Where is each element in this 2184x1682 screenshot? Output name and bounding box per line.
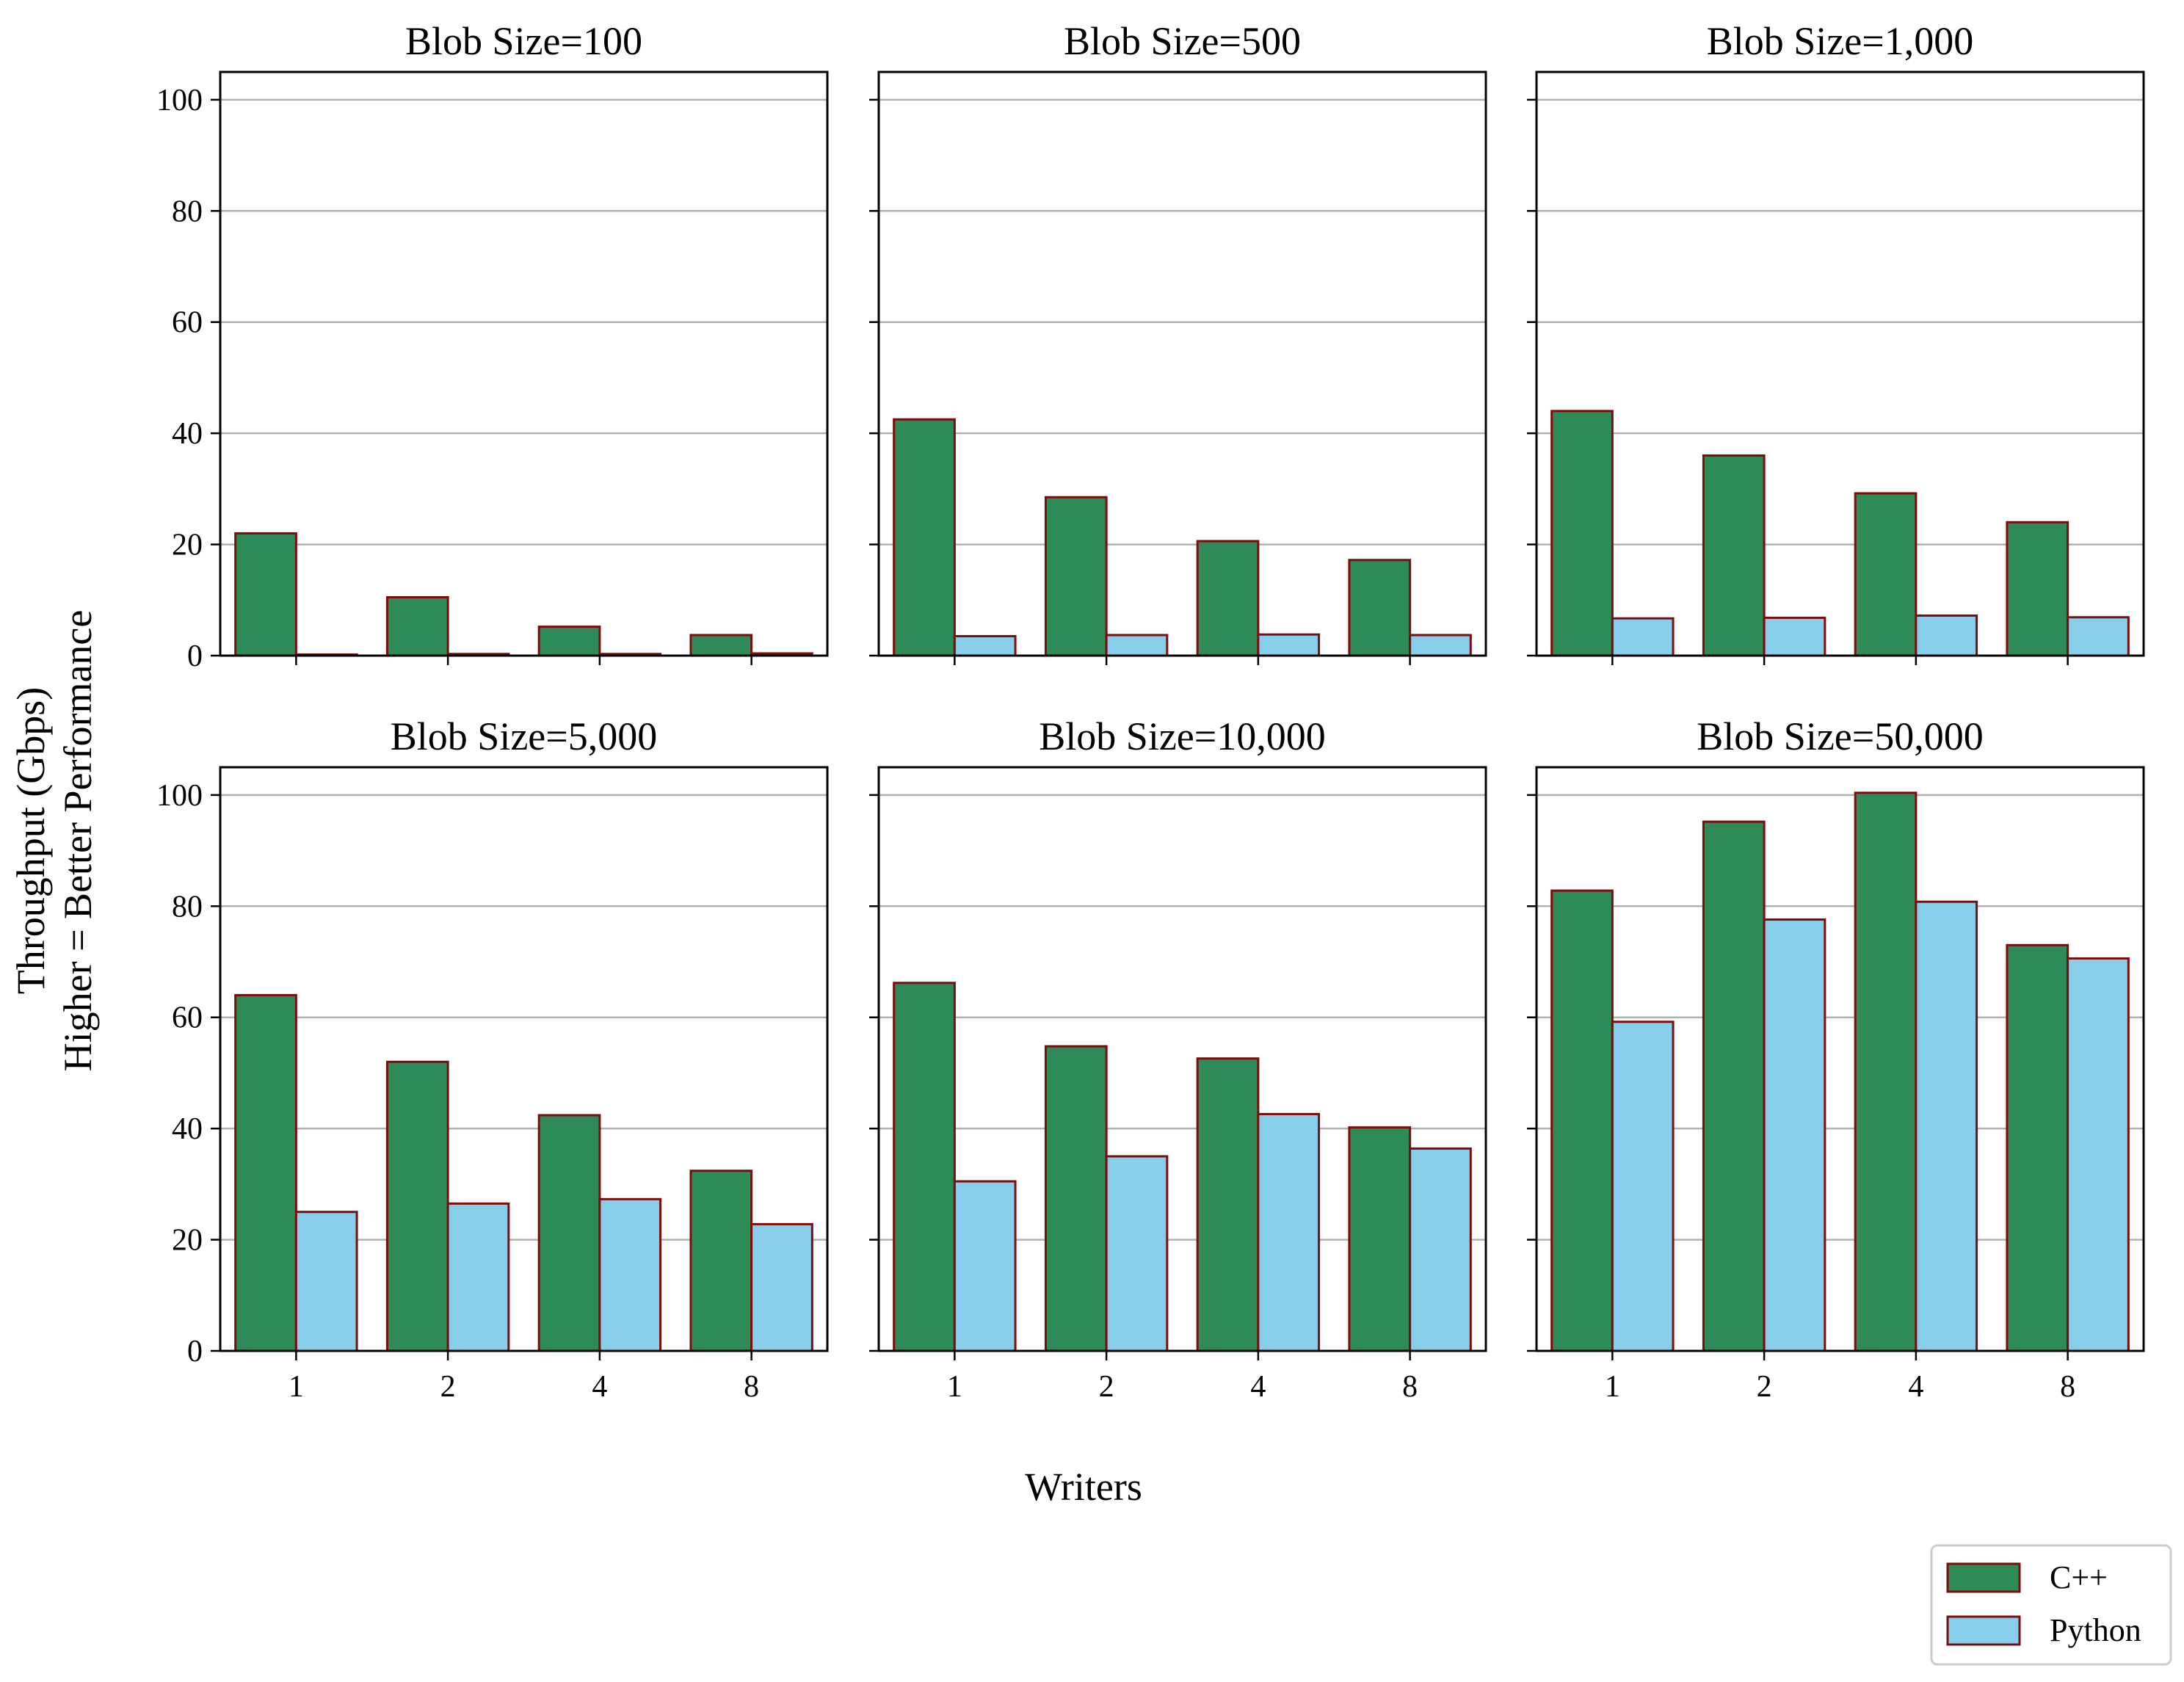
bar-cpp-2 bbox=[385, 1060, 449, 1352]
x-tick-label: 1 bbox=[947, 1370, 962, 1404]
bar-cpp-1 bbox=[1550, 889, 1614, 1352]
x-tick-label: 4 bbox=[1250, 1370, 1266, 1404]
panel-frame bbox=[877, 70, 1487, 657]
bar-cpp-4 bbox=[537, 626, 601, 657]
panel-title: Blob Size=100 bbox=[405, 19, 642, 63]
bar-python-1 bbox=[294, 1211, 358, 1352]
bar-cpp-4 bbox=[1196, 540, 1260, 657]
y-tick-label: 60 bbox=[172, 1001, 203, 1035]
y-tick-label: 100 bbox=[156, 779, 203, 813]
x-tick-label: 1 bbox=[1605, 1370, 1620, 1404]
bar-cpp-8 bbox=[2006, 943, 2069, 1352]
bar-cpp-2 bbox=[1044, 1045, 1108, 1352]
bar-cpp-8 bbox=[1348, 559, 1412, 657]
x-tick-label: 8 bbox=[1402, 1370, 1418, 1404]
y-tick-label: 20 bbox=[172, 1224, 203, 1258]
y-tick-label: 60 bbox=[172, 306, 203, 340]
panel-frame bbox=[877, 766, 1487, 1352]
panel-4: Blob Size=5,000 0 20 40 60 80 100 1 2 4 8 bbox=[156, 714, 829, 1404]
panel-frame bbox=[219, 766, 829, 1352]
bar-python-8 bbox=[1409, 634, 1472, 657]
panel-title: Blob Size=5,000 bbox=[391, 714, 657, 758]
bar-python-2 bbox=[1763, 617, 1826, 657]
bar-cpp-2 bbox=[385, 596, 449, 657]
bar-python-1 bbox=[953, 1180, 1017, 1352]
x-tick-label: 8 bbox=[2060, 1370, 2075, 1404]
panel-frame bbox=[219, 70, 829, 657]
bar-cpp-8 bbox=[689, 1170, 753, 1352]
panel-title: Blob Size=10,000 bbox=[1039, 714, 1325, 758]
bar-cpp-2 bbox=[1702, 820, 1766, 1352]
x-tick-label: 4 bbox=[592, 1370, 607, 1404]
bar-python-2 bbox=[446, 1202, 510, 1352]
legend-swatch-python bbox=[1946, 1615, 2021, 1646]
bar-python-8 bbox=[750, 1222, 813, 1352]
panel-title: Blob Size=1,000 bbox=[1707, 19, 1973, 63]
bar-cpp-8 bbox=[1348, 1126, 1412, 1352]
x-tick-label: 2 bbox=[1757, 1370, 1772, 1404]
x-tick-label: 1 bbox=[289, 1370, 304, 1404]
y-tick-label: 20 bbox=[172, 529, 203, 562]
bar-python-4 bbox=[1915, 900, 1978, 1352]
bar-cpp-4 bbox=[537, 1114, 601, 1352]
y-tick-label: 80 bbox=[172, 890, 203, 924]
bar-python-4 bbox=[1257, 633, 1321, 657]
bar-cpp-8 bbox=[2006, 521, 2069, 657]
x-tick-label: 2 bbox=[440, 1370, 456, 1404]
y-tick-label: 40 bbox=[172, 417, 203, 451]
bar-cpp-1 bbox=[234, 993, 297, 1352]
bar-cpp-4 bbox=[1854, 791, 1918, 1352]
panel-5: Blob Size=10,000 1 2 4 8 bbox=[869, 714, 1487, 1404]
x-tick-label: 4 bbox=[1908, 1370, 1923, 1404]
x-tick-label: 2 bbox=[1099, 1370, 1114, 1404]
panel-3: Blob Size=1,000 bbox=[1527, 19, 2145, 665]
bar-python-1 bbox=[953, 635, 1017, 657]
bar-python-4 bbox=[1915, 614, 1978, 657]
x-axis-label: Writers bbox=[1025, 1465, 1142, 1509]
y-tick-label: 0 bbox=[187, 1335, 203, 1369]
panel-2: Blob Size=500 bbox=[869, 19, 1487, 665]
panel-title: Blob Size=50,000 bbox=[1697, 714, 1983, 758]
bar-cpp-1 bbox=[893, 982, 956, 1352]
y-axis-label: Throughput (Gbps) Higher = Better Perfor… bbox=[9, 610, 100, 1072]
x-tick-label: 8 bbox=[744, 1370, 759, 1404]
bar-python-8 bbox=[2067, 616, 2130, 657]
y-tick-label: 0 bbox=[187, 639, 203, 673]
legend: C++ Python bbox=[1930, 1544, 2172, 1666]
legend-swatch-cpp bbox=[1946, 1562, 2021, 1593]
bar-cpp-1 bbox=[893, 418, 956, 657]
bar-cpp-8 bbox=[689, 634, 753, 657]
bar-python-1 bbox=[1611, 617, 1675, 657]
y-tick-label: 40 bbox=[172, 1112, 203, 1146]
bar-cpp-4 bbox=[1854, 492, 1918, 657]
bar-python-8 bbox=[2067, 957, 2130, 1352]
y-tick-label: 100 bbox=[156, 84, 203, 117]
panel-frame bbox=[1535, 766, 2145, 1352]
panel-title: Blob Size=500 bbox=[1064, 19, 1301, 63]
bar-python-2 bbox=[1763, 918, 1826, 1352]
legend-label-cpp: C++ bbox=[2050, 1559, 2108, 1595]
bar-cpp-1 bbox=[234, 532, 297, 657]
bar-python-1 bbox=[1611, 1021, 1675, 1352]
bar-python-8 bbox=[1409, 1147, 1472, 1352]
panel-6: Blob Size=50,000 1 2 4 8 bbox=[1527, 714, 2145, 1404]
bar-python-4 bbox=[1257, 1112, 1321, 1352]
bar-cpp-1 bbox=[1550, 410, 1614, 657]
y-axis-label-line-2: Higher = Better Performance bbox=[56, 610, 100, 1072]
bar-python-2 bbox=[1105, 1155, 1169, 1352]
panel-1: Blob Size=100 0 20 40 60 80 100 bbox=[156, 19, 829, 673]
y-axis-label-line-1: Throughput (Gbps) bbox=[9, 687, 53, 994]
bar-cpp-2 bbox=[1702, 454, 1766, 657]
bar-python-2 bbox=[1105, 634, 1169, 657]
legend-label-python: Python bbox=[2050, 1612, 2141, 1648]
y-tick-label: 80 bbox=[172, 195, 203, 228]
panel-frame bbox=[1535, 70, 2145, 657]
bar-python-4 bbox=[598, 1197, 662, 1352]
bar-cpp-2 bbox=[1044, 496, 1108, 657]
bar-cpp-4 bbox=[1196, 1057, 1260, 1352]
